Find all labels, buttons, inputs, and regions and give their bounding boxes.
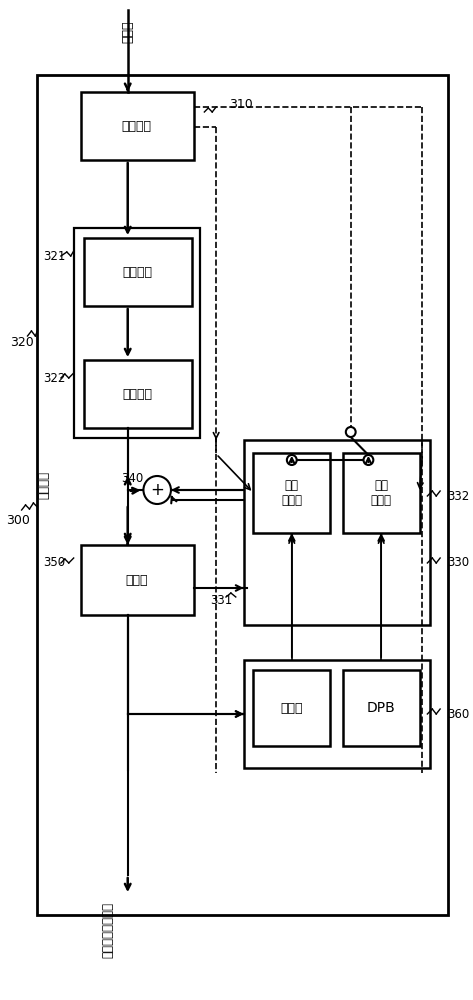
Text: 300: 300 [6,514,30,526]
Bar [84,238,192,306]
Text: 322: 322 [43,371,65,384]
Text: 解码设备: 解码设备 [38,471,51,499]
Bar [84,360,192,428]
Text: 帧间
预测器: 帧间 预测器 [371,479,392,507]
Text: 存儲器: 存儲器 [280,702,303,714]
Circle shape [364,455,373,465]
Bar [80,92,193,160]
Text: 熵解码器: 熵解码器 [122,119,151,132]
Text: 滤波器: 滤波器 [125,574,148,586]
Text: 帧内
预测器: 帧内 预测器 [281,479,302,507]
Text: 330: 330 [447,556,469,570]
Text: 逆变换器: 逆变换器 [123,387,153,400]
Circle shape [287,455,297,465]
Circle shape [143,476,171,504]
Text: 重构图像（图片）: 重构图像（图片） [102,902,114,958]
Bar [74,228,201,438]
Text: 321: 321 [43,249,65,262]
Bar [254,453,330,533]
Bar [244,440,430,625]
Text: DPB: DPB [367,701,395,715]
Text: 310: 310 [229,99,253,111]
Text: 360: 360 [447,708,469,720]
Circle shape [346,427,356,437]
Text: 反量化器: 反量化器 [123,265,153,278]
Text: 331: 331 [210,593,232,606]
Bar [254,670,330,746]
Bar [80,545,193,615]
Bar [343,670,420,746]
Text: 比特流: 比特流 [121,21,134,43]
Text: 320: 320 [10,336,34,350]
Text: 332: 332 [447,489,469,502]
Bar [37,75,448,915]
Text: 350: 350 [43,556,65,570]
Bar [244,660,430,768]
Text: 340: 340 [122,472,144,485]
Text: +: + [150,481,164,499]
Bar [343,453,420,533]
